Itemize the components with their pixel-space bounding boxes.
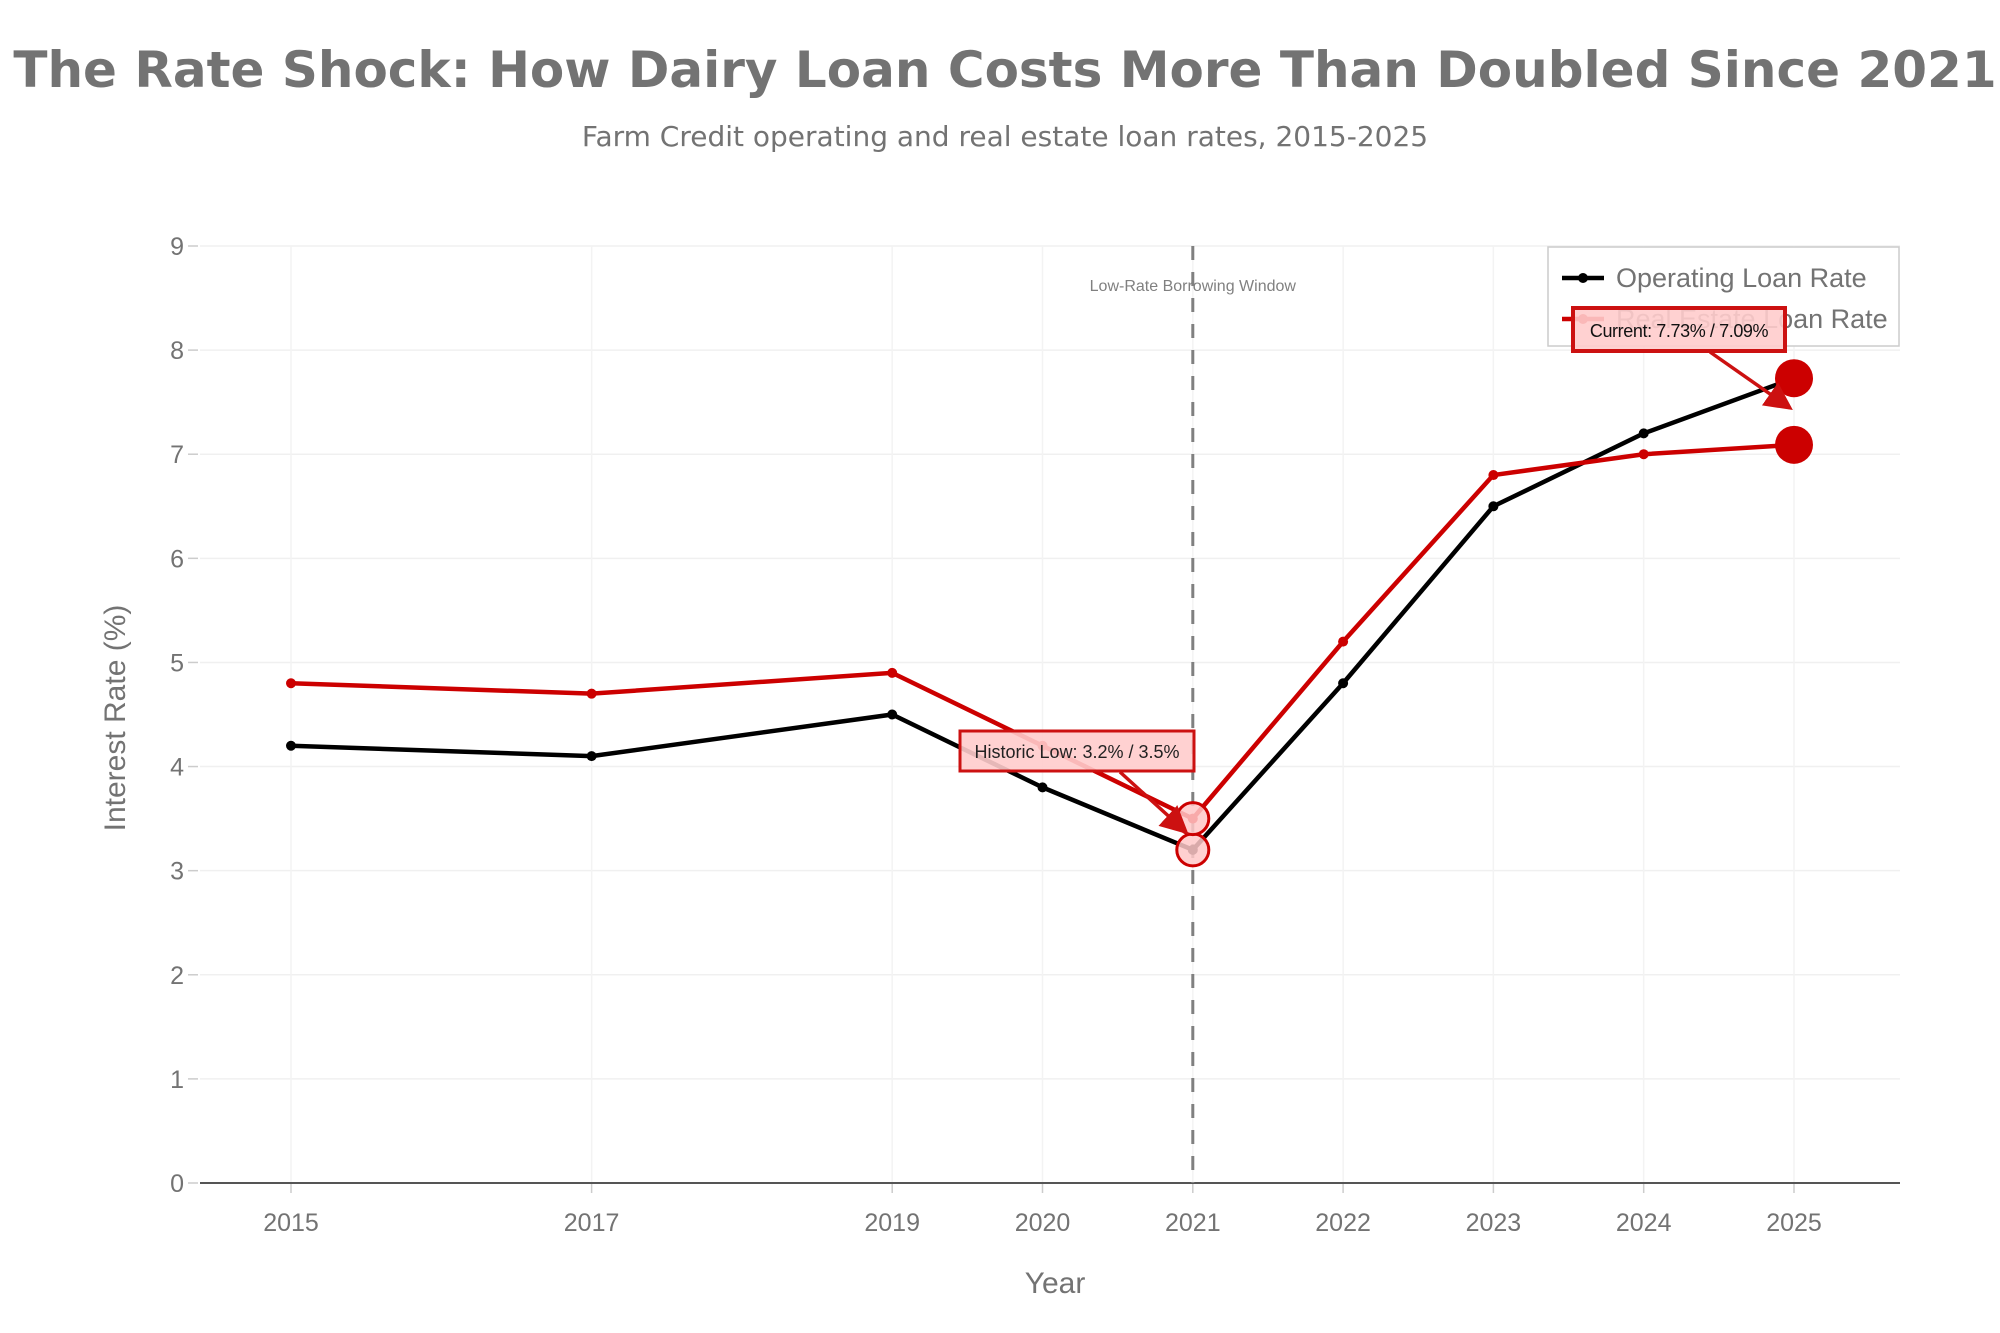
x-tick-label: 2023 bbox=[1466, 1209, 1522, 1237]
annotation-box-current bbox=[1571, 306, 1787, 353]
y-tick-label: 2 bbox=[170, 962, 184, 990]
reference-line-label: Low-Rate Borrowing Window bbox=[1090, 278, 1297, 295]
data-point bbox=[286, 678, 296, 689]
legend-swatch-marker bbox=[1578, 273, 1588, 283]
highlight-circle-low bbox=[1175, 832, 1211, 868]
data-point bbox=[586, 751, 597, 762]
x-tick-label: 2019 bbox=[864, 1209, 920, 1237]
x-tick-label: 2024 bbox=[1616, 1209, 1672, 1237]
y-tick-label: 4 bbox=[170, 754, 184, 782]
x-tick-label: 2022 bbox=[1315, 1209, 1371, 1237]
annotations-layer: Historic Low: 3.2% / 3.5% Current: 7.73% … bbox=[958, 306, 1813, 868]
annotation-text-current: Current: 7.73% / 7.09% bbox=[1590, 321, 1769, 341]
highlight-circle-current bbox=[1775, 359, 1813, 398]
y-axis: 0 1 2 3 4 5 6 7 8 9 bbox=[170, 233, 198, 1198]
y-tick-label: 1 bbox=[170, 1066, 184, 1094]
y-tick-label: 3 bbox=[170, 858, 184, 886]
data-point bbox=[586, 688, 597, 699]
x-tick-label: 2025 bbox=[1766, 1209, 1822, 1237]
x-tick-label: 2017 bbox=[564, 1209, 620, 1237]
data-point bbox=[286, 740, 296, 751]
y-tick-label: 0 bbox=[170, 1170, 184, 1198]
data-point bbox=[1638, 449, 1649, 460]
data-point bbox=[887, 667, 898, 678]
data-point bbox=[1338, 636, 1349, 647]
y-tick-label: 8 bbox=[170, 337, 184, 365]
x-tick-label: 2015 bbox=[263, 1209, 319, 1237]
y-axis-title: Interest Rate (%) bbox=[99, 605, 132, 832]
y-tick-label: 7 bbox=[170, 441, 184, 469]
x-axis-title: Year bbox=[1025, 1267, 1086, 1300]
data-point bbox=[1638, 428, 1649, 439]
grid bbox=[200, 245, 1900, 1183]
annotation-arrow-low bbox=[1118, 770, 1189, 835]
annotation-text-low: Historic Low: 3.2% / 3.5% bbox=[974, 742, 1179, 762]
annotation-box-low bbox=[958, 729, 1196, 773]
data-point bbox=[887, 709, 898, 720]
legend-label: Operating Loan Rate bbox=[1616, 263, 1867, 293]
data-point bbox=[1338, 678, 1349, 689]
x-tick-label: 2020 bbox=[1015, 1209, 1071, 1237]
annotation-arrow-current bbox=[1708, 350, 1793, 411]
x-tick-label: 2021 bbox=[1165, 1209, 1221, 1237]
y-tick-label: 5 bbox=[170, 649, 184, 677]
y-tick-label: 9 bbox=[170, 233, 184, 261]
data-point bbox=[1488, 501, 1499, 512]
chart-subtitle: Farm Credit operating and real estate lo… bbox=[582, 120, 1428, 153]
y-tick-label: 6 bbox=[170, 545, 184, 573]
reference-line: Low-Rate Borrowing Window bbox=[1090, 246, 1297, 1183]
highlight-circle-current bbox=[1775, 425, 1813, 464]
chart-title: The Rate Shock: How Dairy Loan Costs Mor… bbox=[13, 41, 1996, 99]
x-axis: 2015 2017 2019 2020 2021 2022 2023 2024 2025 bbox=[200, 1182, 1900, 1237]
data-point bbox=[1037, 782, 1048, 793]
data-point bbox=[1488, 470, 1499, 481]
